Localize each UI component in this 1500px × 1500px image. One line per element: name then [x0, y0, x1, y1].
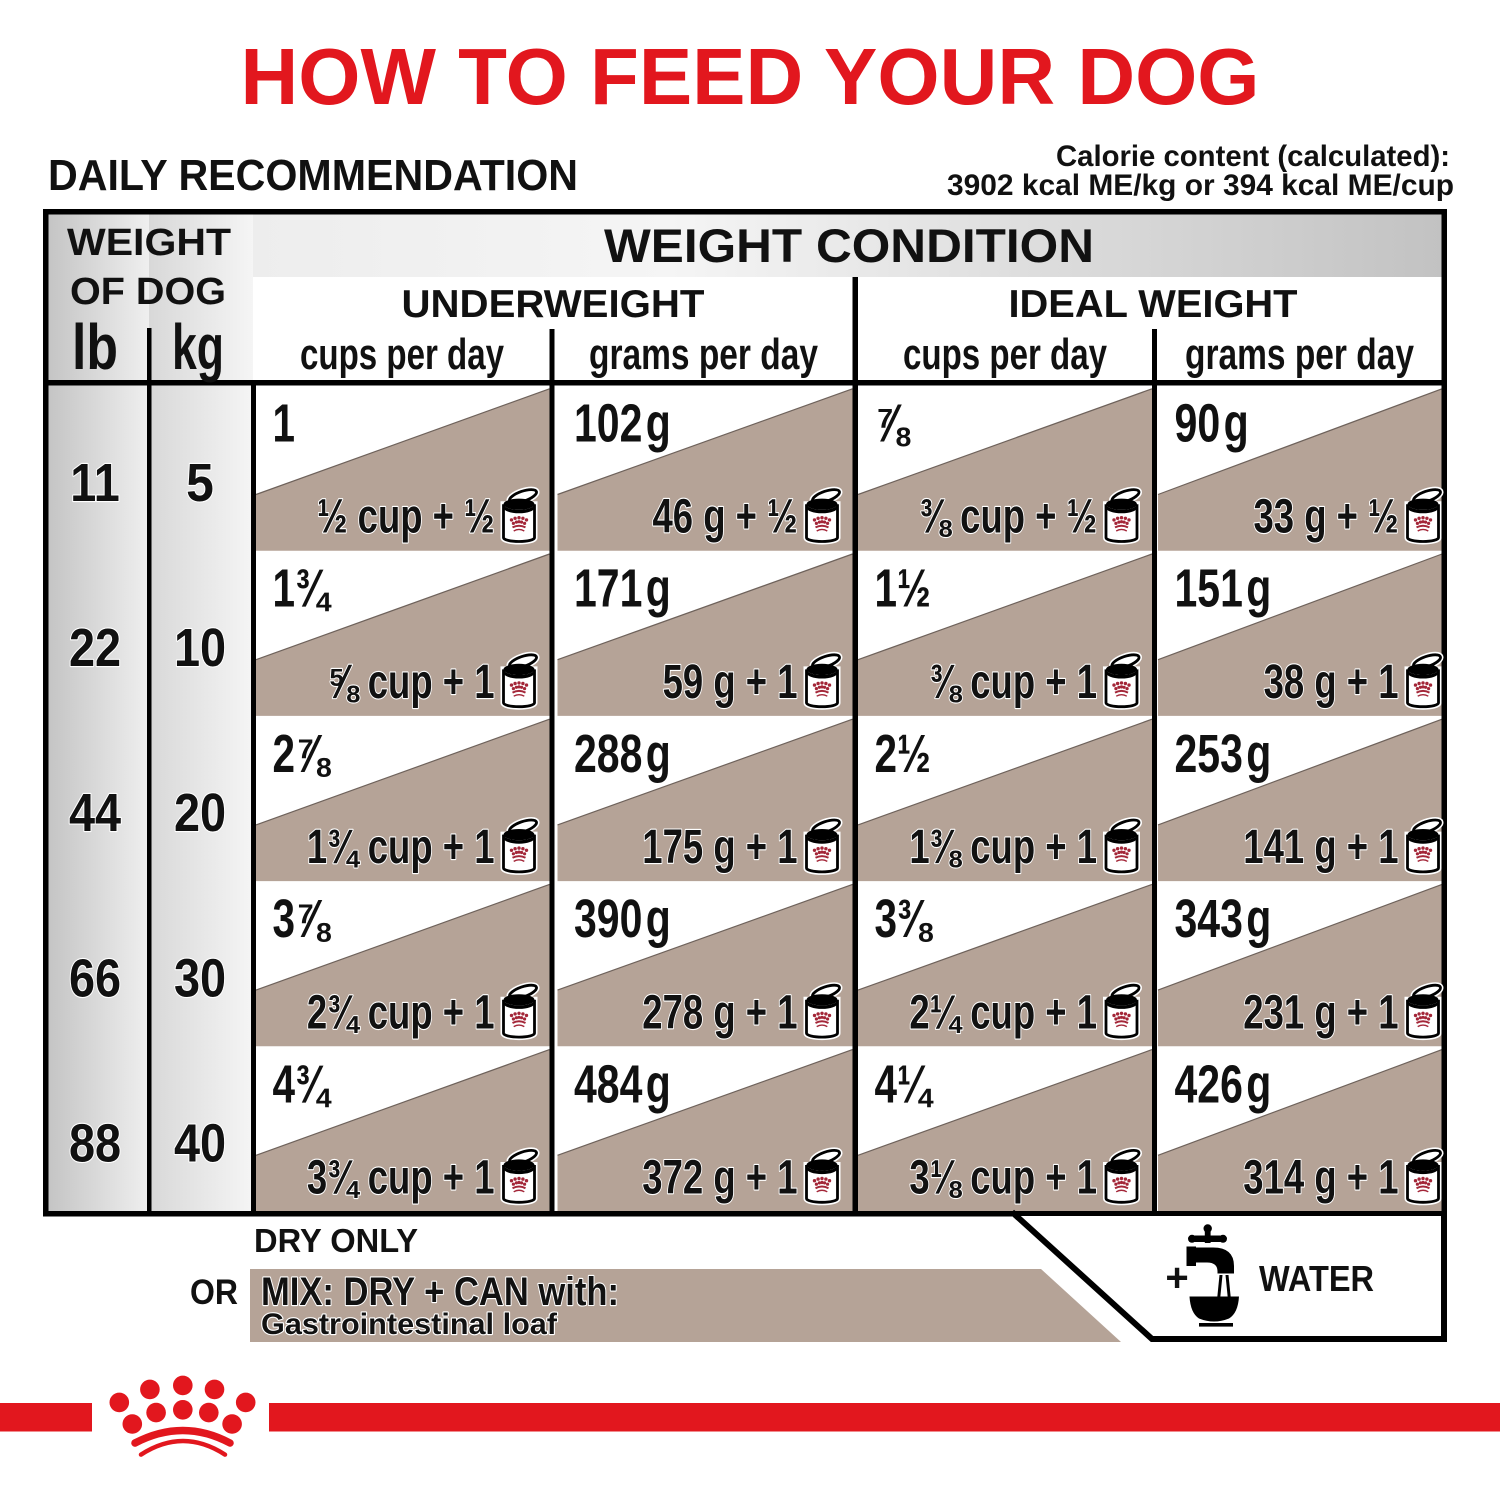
svg-text:314 g + 1: 314 g + 1: [1243, 1152, 1398, 1205]
svg-text:⅜ cup + 1: ⅜ cup + 1: [930, 656, 1097, 709]
svg-text:4¾: 4¾: [273, 1054, 332, 1114]
svg-text:1⅜ cup + 1: 1⅜ cup + 1: [909, 821, 1097, 874]
svg-text:OF DOG: OF DOG: [70, 271, 226, 313]
svg-text:4¼: 4¼: [875, 1054, 934, 1114]
svg-text:OR: OR: [190, 1272, 238, 1312]
svg-text:+: +: [1165, 1256, 1188, 1300]
svg-text:66: 66: [69, 949, 121, 1008]
svg-text:DRY ONLY: DRY ONLY: [254, 1222, 418, 1259]
svg-text:3¾ cup + 1: 3¾ cup + 1: [307, 1152, 495, 1205]
svg-text:40: 40: [174, 1115, 226, 1174]
svg-text:88: 88: [69, 1115, 121, 1174]
svg-text:2⅞: 2⅞: [273, 724, 332, 784]
svg-text:grams per day: grams per day: [589, 330, 818, 379]
svg-text:44: 44: [69, 784, 121, 843]
svg-text:484g: 484g: [574, 1054, 671, 1114]
svg-text:390g: 390g: [574, 889, 671, 949]
svg-text:141 g + 1: 141 g + 1: [1243, 821, 1398, 874]
svg-text:38 g + 1: 38 g + 1: [1264, 656, 1399, 709]
svg-text:90g: 90g: [1175, 394, 1249, 454]
svg-text:lb: lb: [72, 311, 118, 383]
svg-text:343g: 343g: [1175, 889, 1272, 949]
svg-text:5: 5: [186, 454, 214, 513]
svg-text:cups per day: cups per day: [903, 330, 1107, 379]
svg-text:288g: 288g: [574, 724, 671, 784]
svg-text:175 g + 1: 175 g + 1: [642, 821, 797, 874]
svg-text:IDEAL WEIGHT: IDEAL WEIGHT: [1009, 283, 1298, 326]
svg-text:Gastrointestinal loaf: Gastrointestinal loaf: [261, 1308, 558, 1341]
svg-text:2½: 2½: [875, 724, 931, 784]
svg-text:253g: 253g: [1175, 724, 1272, 784]
svg-text:WATER: WATER: [1259, 1258, 1374, 1299]
svg-text:WEIGHT: WEIGHT: [67, 222, 231, 264]
svg-text:1: 1: [273, 394, 296, 454]
svg-text:DAILY RECOMMENDATION: DAILY RECOMMENDATION: [48, 151, 578, 200]
svg-text:3⅜: 3⅜: [875, 889, 934, 949]
svg-text:grams per day: grams per day: [1185, 330, 1414, 379]
svg-text:426g: 426g: [1175, 1054, 1272, 1114]
svg-text:½ cup + ½: ½ cup + ½: [317, 491, 494, 544]
svg-text:3⅛ cup + 1: 3⅛ cup + 1: [909, 1152, 1097, 1205]
svg-text:WEIGHT CONDITION: WEIGHT CONDITION: [604, 219, 1094, 272]
svg-text:151g: 151g: [1175, 559, 1272, 619]
svg-text:⅝ cup + 1: ⅝ cup + 1: [327, 656, 494, 709]
svg-text:10: 10: [174, 619, 226, 678]
svg-text:59 g + 1: 59 g + 1: [663, 656, 798, 709]
svg-text:⅞: ⅞: [875, 394, 911, 454]
svg-text:MIX: DRY + CAN with:: MIX: DRY + CAN with:: [261, 1270, 619, 1314]
svg-text:kg: kg: [172, 311, 224, 383]
svg-text:278 g + 1: 278 g + 1: [642, 986, 797, 1039]
svg-text:3⅞: 3⅞: [273, 889, 332, 949]
svg-text:231 g + 1: 231 g + 1: [1243, 986, 1398, 1039]
svg-text:Calorie content (calculated):: Calorie content (calculated):: [1056, 140, 1450, 173]
svg-text:1¾ cup + 1: 1¾ cup + 1: [307, 821, 495, 874]
svg-text:⅜ cup + ½: ⅜ cup + ½: [920, 491, 1097, 544]
svg-text:2¼ cup + 1: 2¼ cup + 1: [909, 986, 1097, 1039]
svg-text:22: 22: [69, 619, 121, 678]
svg-text:30: 30: [174, 949, 226, 1008]
svg-text:2¾ cup + 1: 2¾ cup + 1: [307, 986, 495, 1039]
svg-text:33 g + ½: 33 g + ½: [1254, 491, 1399, 544]
svg-text:46 g + ½: 46 g + ½: [653, 491, 798, 544]
svg-text:1¾: 1¾: [273, 559, 332, 619]
svg-text:1½: 1½: [875, 559, 931, 619]
svg-text:20: 20: [174, 784, 226, 843]
svg-text:102g: 102g: [574, 394, 671, 454]
svg-text:372 g + 1: 372 g + 1: [642, 1152, 797, 1205]
svg-text:HOW TO FEED YOUR DOG: HOW TO FEED YOUR DOG: [241, 32, 1260, 121]
svg-text:11: 11: [70, 454, 120, 513]
svg-text:cups per day: cups per day: [300, 330, 504, 379]
svg-text:UNDERWEIGHT: UNDERWEIGHT: [402, 283, 705, 326]
svg-text:171g: 171g: [574, 559, 671, 619]
svg-text:3902 kcal ME/kg or 394 kcal ME: 3902 kcal ME/kg or 394 kcal ME/cup: [947, 169, 1454, 202]
